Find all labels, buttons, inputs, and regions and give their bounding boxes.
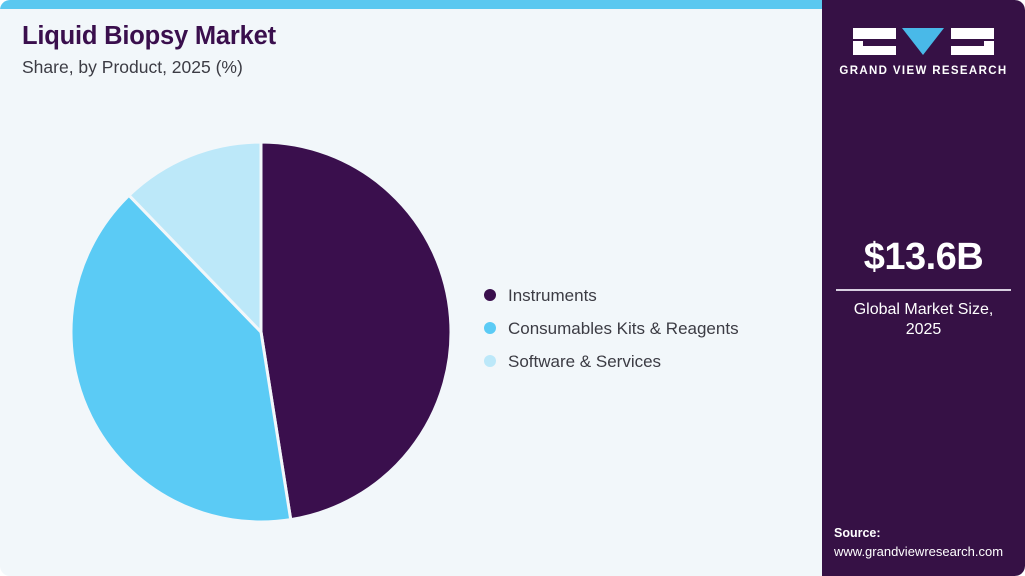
logo-g-icon — [853, 28, 896, 55]
legend-label-consumables-kits-reagents: Consumables Kits & Reagents — [508, 318, 739, 338]
pie-chart — [69, 140, 453, 524]
legend-swatch-instruments — [484, 289, 496, 301]
pie-slice[interactable] — [259, 140, 453, 522]
legend-item-instruments[interactable]: Instruments — [484, 283, 739, 307]
page-title: Liquid Biopsy Market — [22, 22, 276, 50]
chart-header: Liquid Biopsy Market Share, by Product, … — [22, 22, 762, 78]
top-accent-bar — [0, 0, 822, 9]
chart-subtitle: Share, by Product, 2025 (%) — [22, 57, 243, 78]
brand-side-panel: GRAND VIEW RESEARCH $13.6B Global Market… — [822, 0, 1025, 576]
logo-v-triangle-icon — [902, 28, 945, 55]
chart-plot-area: Instruments Consumables Kits & Reagents … — [69, 140, 739, 524]
market-size-stat: $13.6B Global Market Size, 2025 — [836, 238, 1011, 340]
source-label: Source: — [834, 526, 881, 541]
legend-item-software-services[interactable]: Software & Services — [484, 349, 739, 373]
logo-wordmark: GRAND VIEW RESEARCH — [839, 65, 1008, 77]
pie-slice-group — [69, 140, 453, 524]
market-size-value: $13.6B — [863, 236, 984, 278]
legend-label-software-services: Software & Services — [508, 351, 662, 371]
pie-slice[interactable] — [69, 193, 293, 524]
legend-label-instruments: Instruments — [508, 285, 597, 305]
market-size-caption: Global Market Size, 2025 — [853, 300, 994, 338]
logo-r-icon — [951, 28, 994, 55]
logo-marks — [822, 28, 1025, 56]
pie-slice[interactable] — [127, 140, 263, 334]
legend-swatch-consumables-kits-reagents — [484, 322, 496, 334]
legend-item-consumables-kits-reagents[interactable]: Consumables Kits & Reagents — [484, 316, 739, 340]
grand-view-research-logo: GRAND VIEW RESEARCH — [822, 28, 1025, 77]
stat-divider — [836, 289, 1011, 291]
source-block: Source: www.grandviewresearch.com — [834, 525, 1024, 561]
chart-legend: Instruments Consumables Kits & Reagents … — [484, 283, 739, 373]
source-url[interactable]: www.grandviewresearch.com — [834, 543, 1004, 559]
legend-swatch-software-services — [484, 355, 496, 367]
